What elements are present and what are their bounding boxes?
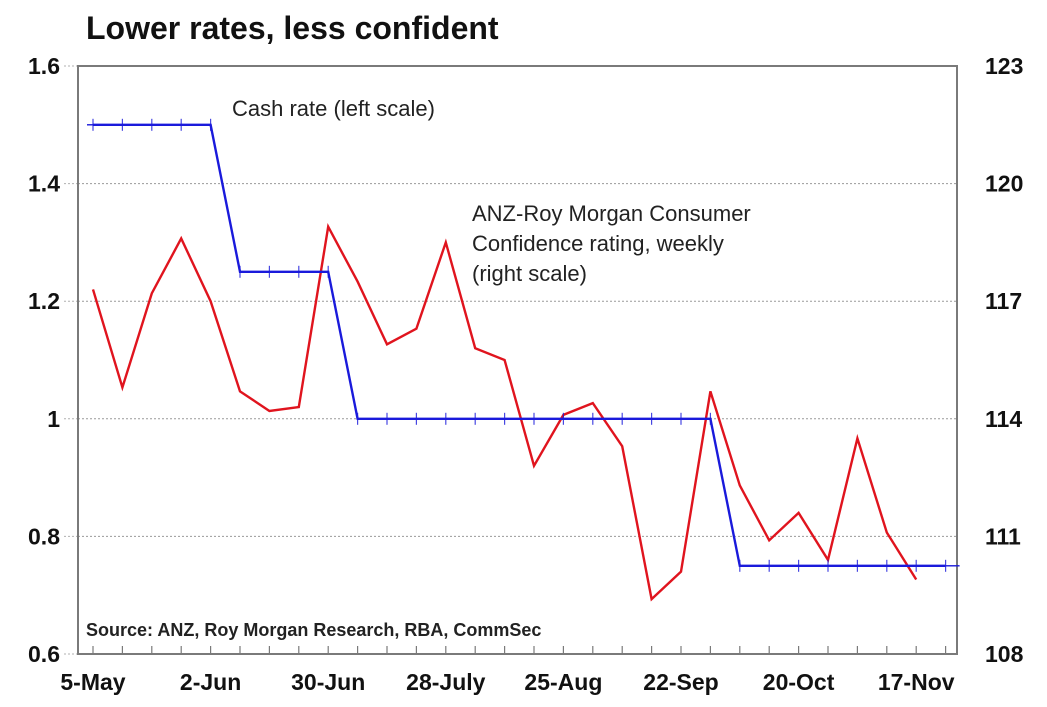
x-tick-label: 28-July	[406, 669, 485, 695]
annotations: Cash rate (left scale) ANZ-Roy Morgan Con…	[232, 96, 751, 286]
left-tick-label: 1	[47, 406, 60, 432]
plot-frame	[77, 65, 958, 655]
right-tick-label: 114	[985, 406, 1022, 432]
x-tick-label: 22-Sep	[643, 669, 718, 695]
source-note: Source: ANZ, Roy Morgan Research, RBA, C…	[86, 620, 541, 640]
left-tick-label: 1.2	[28, 288, 60, 314]
x-tick-label: 5-May	[60, 669, 125, 695]
confidence-annotation-line: Confidence rating, weekly	[472, 231, 724, 256]
left-tick-label: 1.6	[28, 53, 60, 79]
right-tick-label: 117	[985, 288, 1022, 314]
x-tick-label: 17-Nov	[878, 669, 955, 695]
x-axis: 5-May 2-Jun 30-Jun 28-July 25-Aug 22-Sep 20-Oc…	[60, 646, 955, 695]
x-tick-label: 30-Jun	[291, 669, 365, 695]
right-axis: 108 111 114 117 120 123	[985, 53, 1024, 667]
left-tick-label: 0.6	[28, 641, 60, 667]
left-axis: 0.6 0.8 1 1.2 1.4 1.6	[28, 53, 78, 667]
confidence-annotation-line: (right scale)	[472, 261, 587, 286]
x-tick-label: 25-Aug	[524, 669, 602, 695]
right-tick-label: 108	[985, 641, 1024, 667]
gridlines	[78, 183, 957, 537]
x-tick-label: 2-Jun	[180, 669, 241, 695]
left-tick-label: 1.4	[28, 171, 60, 197]
x-tick-label: 20-Oct	[763, 669, 835, 695]
left-tick-label: 0.8	[28, 523, 60, 549]
right-tick-label: 123	[985, 53, 1023, 79]
confidence-annotation-line: ANZ-Roy Morgan Consumer	[472, 201, 751, 226]
right-tick-label: 111	[985, 523, 1021, 549]
cash-rate-series	[87, 118, 960, 572]
chart-title: Lower rates, less confident	[86, 10, 499, 46]
cash-rate-annotation: Cash rate (left scale)	[232, 96, 435, 121]
cash-rate-line	[93, 123, 946, 567]
right-tick-label: 120	[985, 171, 1023, 197]
